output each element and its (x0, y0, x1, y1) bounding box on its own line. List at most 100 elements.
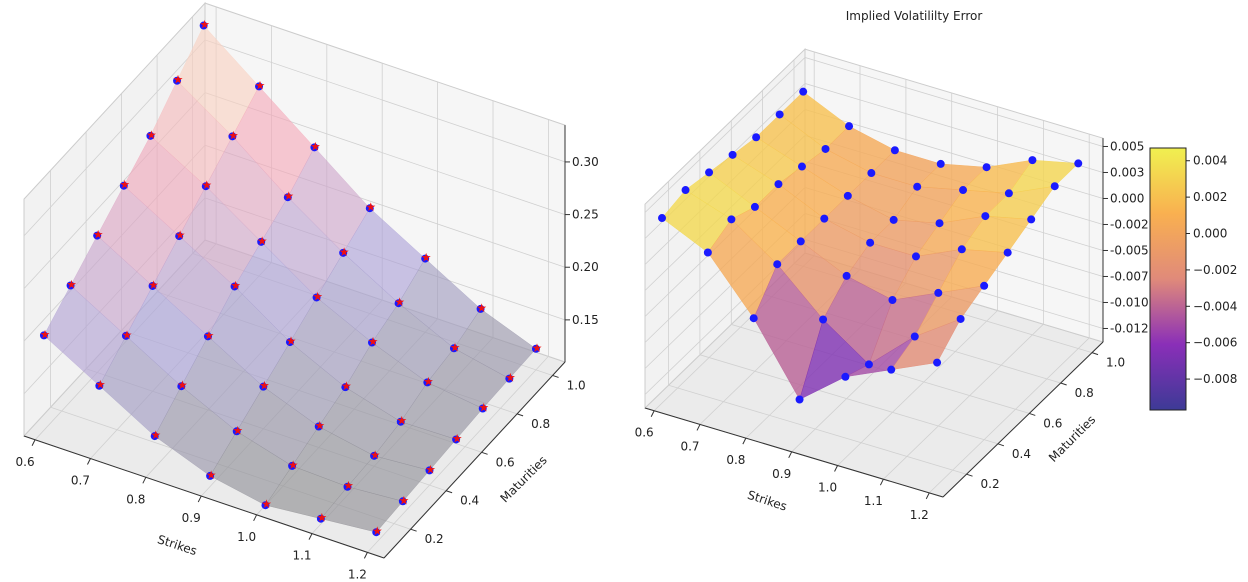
model-point-star: ★ (95, 378, 106, 392)
market-point (750, 202, 759, 211)
market-point (261, 501, 270, 510)
colorbar-tick-label: −0.004 (1193, 299, 1237, 313)
x-tick-label: 1.0 (237, 530, 256, 544)
market-point (935, 219, 944, 228)
x-axis-line (23, 435, 385, 559)
market-point (339, 248, 348, 257)
model-point-star: ★ (476, 301, 487, 315)
model-point-star: ★ (259, 379, 270, 393)
x-tick-label: 0.8 (726, 453, 745, 467)
model-point-star: ★ (283, 189, 294, 203)
model-point-star: ★ (119, 178, 130, 192)
x-axis-label: Strikes (156, 532, 199, 558)
market-point (93, 231, 102, 240)
market-point (39, 331, 48, 340)
colorbar-tick-label: −0.006 (1193, 336, 1237, 350)
market-point (341, 383, 350, 392)
market-point (255, 82, 264, 91)
market-point (1074, 159, 1083, 168)
market-point (1004, 189, 1013, 198)
grid-line (367, 119, 549, 553)
market-point (959, 186, 968, 195)
market-point (842, 271, 851, 280)
x-tick (788, 451, 793, 459)
model-point-star: ★ (146, 128, 157, 142)
market-point (957, 245, 966, 254)
x-tick (253, 514, 258, 522)
market-point (821, 144, 830, 153)
z-tick-label: 0.005 (1110, 139, 1144, 153)
market-point (936, 159, 945, 168)
y-axis-line (942, 341, 1104, 498)
colorbar-tick-label: −0.008 (1193, 372, 1237, 386)
market-point (933, 358, 942, 367)
market-point (452, 435, 461, 444)
y-tick-label: 0.8 (531, 417, 550, 431)
model-point-star: ★ (339, 245, 350, 259)
y-tick-label: 0.2 (425, 532, 444, 546)
market-point (365, 204, 374, 213)
model-point-star: ★ (478, 401, 489, 415)
market-point (795, 395, 804, 404)
market-point (867, 169, 876, 178)
z-tick-label: 0.25 (572, 208, 599, 222)
market-point (956, 314, 965, 323)
model-point-star: ★ (206, 468, 217, 482)
market-point (370, 451, 379, 460)
model-point-star: ★ (396, 414, 407, 428)
y-tick (1091, 352, 1099, 356)
market-point (476, 304, 485, 313)
model-point-star: ★ (199, 18, 210, 32)
z-tick-label: 0.20 (572, 260, 599, 274)
colorbar-bar (1149, 147, 1187, 411)
market-point (796, 237, 805, 246)
y-tick (516, 413, 524, 417)
y-tick-label: 0.6 (1043, 416, 1062, 430)
model-point-star: ★ (93, 228, 104, 242)
model-point-star: ★ (314, 419, 325, 433)
market-point (423, 378, 432, 387)
market-point (119, 181, 128, 190)
model-point-star: ★ (148, 278, 159, 292)
market-point (1027, 215, 1036, 224)
model-point-star: ★ (40, 327, 51, 341)
market-point (203, 332, 212, 341)
model-point-star: ★ (368, 335, 379, 349)
market-point (703, 248, 712, 257)
colorbar-tick-label: −0.002 (1193, 263, 1237, 277)
market-point (146, 131, 155, 140)
x-tick-label: 0.6 (635, 426, 654, 440)
left-3d-axes: 0.6 0.7 0.8 0.9 1.0 1.1 1.2 0.2 0.4 0.6 0.8 1.0 0.15… (16, 1, 599, 581)
model-point-star: ★ (452, 431, 463, 445)
colorbar: 0.004 0.002 0.000 −0.002 −0.004 −0.006 −0.008 (1149, 147, 1237, 411)
y-tick-label: 1.0 (567, 378, 586, 392)
x-tick-label: 1.1 (864, 494, 883, 508)
model-point-star: ★ (365, 200, 376, 214)
y-tick-label: 1.0 (1106, 356, 1125, 370)
market-point (148, 281, 157, 290)
market-point (201, 182, 210, 191)
model-point-star: ★ (370, 448, 381, 462)
market-point (230, 282, 239, 291)
x-tick-label: 0.6 (16, 455, 35, 469)
market-point (681, 186, 690, 195)
y-tick-label: 0.2 (981, 477, 1000, 491)
model-point-star: ★ (423, 374, 434, 388)
market-point (396, 417, 405, 426)
model-point-star: ★ (343, 479, 354, 493)
model-point-star: ★ (398, 493, 409, 507)
x-tick-label: 0.7 (680, 439, 699, 453)
model-point-star: ★ (66, 277, 77, 291)
market-point (980, 281, 989, 290)
market-point (288, 461, 297, 470)
x-axis-label: Strikes (746, 488, 789, 514)
market-point (981, 212, 990, 221)
market-point (175, 232, 184, 241)
market-point (1028, 156, 1037, 165)
market-point (889, 215, 898, 224)
model-point-star: ★ (201, 178, 212, 192)
grid-line (644, 57, 1104, 213)
market-point (749, 314, 758, 323)
model-point-star: ★ (232, 423, 243, 437)
